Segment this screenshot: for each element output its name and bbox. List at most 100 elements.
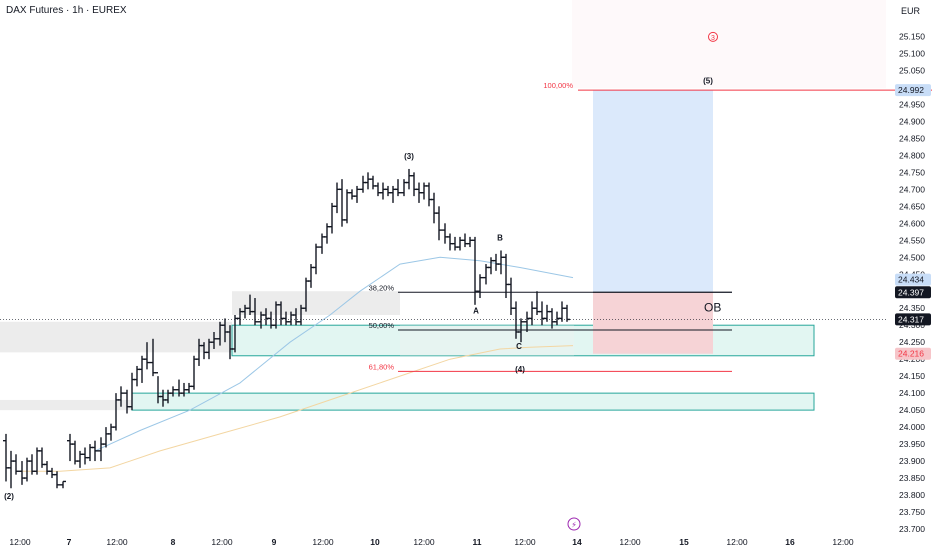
ohlc-bar	[426, 182, 432, 207]
ohlc-bar	[354, 185, 360, 203]
price-tag-label: 24.317	[898, 314, 924, 324]
y-tick-label: 24.350	[899, 303, 925, 313]
y-tick-label: 23.800	[899, 490, 925, 500]
y-tick-label: 25.100	[899, 48, 925, 58]
ohlc-bar	[436, 206, 442, 241]
x-tick-label: 12:00	[619, 537, 641, 547]
y-tick-label: 23.700	[899, 524, 925, 534]
moving-average-line	[94, 256, 574, 452]
ohlc-bar	[539, 301, 545, 326]
wave-labels: (2) (3) A B C (4) (5) 3	[4, 31, 718, 501]
fib-label: 100,00%	[543, 81, 573, 90]
ohlc-bar	[329, 202, 335, 234]
ohlc-bar	[211, 331, 217, 349]
y-tick-label: 24.500	[899, 252, 925, 262]
y-tick-label: 25.150	[899, 31, 925, 41]
ohlc-bar	[559, 301, 565, 322]
wave-label: (2)	[4, 492, 14, 501]
zone-grey	[0, 399, 132, 411]
ohlc-bar	[191, 355, 197, 390]
price-tag-label: 24.434	[898, 275, 924, 285]
y-tick-label: 24.250	[899, 337, 925, 347]
y-tick-label: 24.650	[899, 201, 925, 211]
x-tick-label: 12:00	[514, 537, 536, 547]
ohlc-bar	[77, 450, 83, 468]
wave-label: C	[516, 342, 522, 351]
price-tag-label: 24.992	[898, 85, 924, 95]
y-tick-label: 24.550	[899, 235, 925, 245]
y-tick-label: 24.700	[899, 184, 925, 194]
upper-shade	[572, 0, 886, 89]
fib-label: 50,00%	[369, 321, 395, 330]
zone-grey	[232, 291, 400, 316]
ohlc-bar	[360, 175, 366, 193]
fib-label: 38,20%	[369, 283, 395, 292]
ohlc-bar	[108, 423, 114, 441]
ohlc-bar	[186, 382, 192, 394]
ohlc-bar	[503, 253, 509, 299]
ohlc-bar	[13, 454, 19, 475]
ohlc-bar	[19, 461, 25, 485]
ohlc-bar	[442, 223, 448, 244]
price-tags: 24.992 24.434 24.397 24.317 24.216	[895, 84, 931, 360]
x-tick-label: 7	[67, 537, 72, 547]
ohlc-bar	[118, 386, 124, 407]
ohlc-bar	[421, 182, 427, 200]
ohlc-bar	[370, 175, 376, 190]
fib-retracement: 100,00% 38,20% 50,00% 61,80%	[369, 81, 932, 372]
ohlc-bar	[380, 182, 386, 200]
ohlc-bar	[54, 471, 60, 489]
ohlc-bar	[44, 461, 50, 475]
ohlc-bar	[395, 179, 401, 197]
price-tag-label: 24.216	[898, 349, 924, 359]
x-tick-label: 12:00	[413, 537, 435, 547]
ohlc-bar	[447, 233, 453, 251]
y-tick-label: 24.800	[899, 150, 925, 160]
price-tag	[895, 84, 931, 97]
x-tick-label: 11	[473, 537, 482, 547]
y-tick-label: 24.850	[899, 133, 925, 143]
y-tick-label: 24.100	[899, 388, 925, 398]
ohlc-bar	[385, 185, 391, 197]
fib-label: 61,80%	[369, 362, 395, 371]
zone-grey	[0, 321, 232, 353]
y-tick-label: 24.050	[899, 405, 925, 415]
currency-label: EUR	[900, 6, 920, 16]
y-tick-label: 23.850	[899, 473, 925, 483]
ohlc-bar	[529, 301, 535, 326]
wave-label: 3	[711, 35, 715, 42]
ohlc-bar	[462, 233, 468, 248]
x-tick-label: 14	[572, 537, 582, 547]
ohlc-bar	[49, 467, 55, 479]
target-zone	[593, 90, 713, 293]
chart-title: DAX Futures · 1h · EUREX	[6, 5, 127, 16]
ohlc-bar	[508, 277, 514, 316]
x-tick-label: 10	[370, 537, 380, 547]
ohlc-bar	[488, 257, 494, 275]
ohlc-bar	[82, 447, 88, 465]
event-marker-label: ⚡	[571, 521, 577, 530]
ohlc-bar	[87, 444, 93, 462]
ohlc-bar	[452, 236, 458, 251]
ohlc-bar	[375, 182, 381, 197]
ohlc-bar	[349, 189, 355, 200]
y-tick-label: 23.750	[899, 507, 925, 517]
ohlc-bar	[498, 250, 504, 275]
price-tag	[895, 286, 931, 299]
wave-label: A	[473, 306, 479, 315]
ohlc-bar	[472, 236, 478, 305]
ohlc-bar	[365, 172, 371, 190]
ohlc-bar	[406, 168, 412, 190]
y-tick-label: 24.150	[899, 371, 925, 381]
zone-demand	[131, 392, 815, 411]
x-tick-label: 12:00	[832, 537, 854, 547]
ohlc-bar	[170, 386, 176, 397]
y-tick-label: 24.900	[899, 116, 925, 126]
moving-averages	[20, 256, 574, 472]
price-tag	[895, 347, 931, 360]
ohlc-bar	[67, 433, 73, 462]
x-tick-label: 16	[785, 537, 795, 547]
wave-label: (5)	[703, 76, 713, 85]
event-lightning-icon	[567, 517, 581, 531]
